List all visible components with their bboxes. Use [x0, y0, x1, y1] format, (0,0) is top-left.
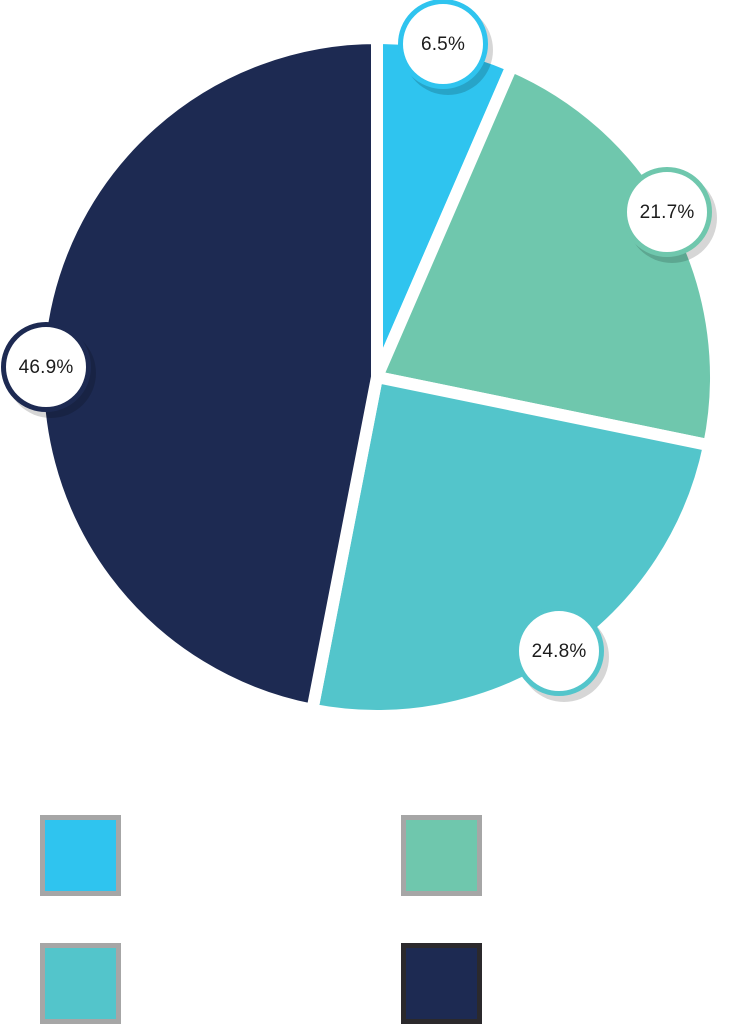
legend	[40, 815, 482, 1024]
legend-swatch-0[interactable]	[40, 815, 121, 896]
pie-slice-3[interactable]	[32, 32, 383, 716]
legend-swatch-3[interactable]	[401, 943, 482, 1024]
legend-swatch-2[interactable]	[40, 943, 121, 1024]
legend-swatch-1[interactable]	[401, 815, 482, 896]
